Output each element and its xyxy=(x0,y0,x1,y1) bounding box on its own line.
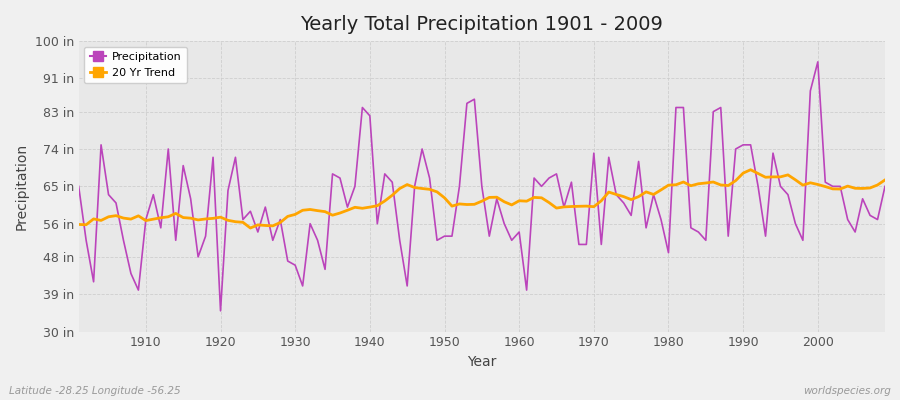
Text: Latitude -28.25 Longitude -56.25: Latitude -28.25 Longitude -56.25 xyxy=(9,386,181,396)
Text: worldspecies.org: worldspecies.org xyxy=(803,386,891,396)
X-axis label: Year: Year xyxy=(467,355,497,369)
Legend: Precipitation, 20 Yr Trend: Precipitation, 20 Yr Trend xyxy=(85,47,187,83)
Y-axis label: Precipitation: Precipitation xyxy=(15,143,29,230)
Title: Yearly Total Precipitation 1901 - 2009: Yearly Total Precipitation 1901 - 2009 xyxy=(301,15,663,34)
